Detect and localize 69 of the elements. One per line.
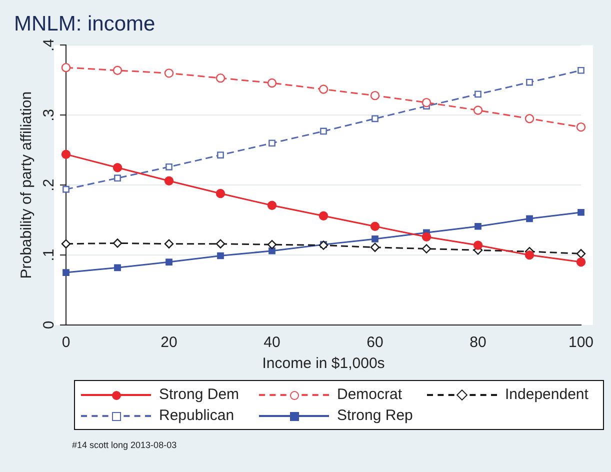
x-tick-label: 100	[568, 334, 594, 352]
point	[61, 62, 71, 72]
point	[576, 249, 586, 258]
y-tick-label: .4	[40, 38, 58, 52]
point	[474, 222, 482, 230]
point	[473, 106, 483, 115]
point	[526, 215, 533, 222]
point	[217, 152, 224, 158]
point	[114, 174, 121, 182]
point	[267, 78, 277, 88]
point	[216, 188, 226, 198]
point	[61, 239, 71, 248]
point	[422, 244, 432, 254]
point	[422, 232, 432, 242]
point	[114, 264, 121, 272]
point	[112, 66, 122, 75]
point	[164, 68, 174, 78]
point	[164, 176, 174, 186]
point	[268, 140, 276, 147]
point	[524, 114, 534, 124]
y-axis-title: Probability of party affiliation	[18, 91, 36, 279]
point	[422, 98, 432, 108]
y-tick-label: .3	[40, 108, 58, 122]
point	[524, 250, 534, 260]
legend-label: Strong Rep	[337, 407, 413, 424]
legend-label: Independent	[505, 386, 588, 403]
x-tick-label: 80	[470, 334, 486, 352]
point	[576, 122, 586, 132]
point	[370, 242, 380, 252]
point	[164, 239, 174, 248]
legend-label: Republican	[159, 407, 234, 424]
point	[578, 66, 584, 74]
point	[62, 269, 70, 276]
point	[320, 128, 327, 135]
x-tick-label: 0	[62, 334, 70, 352]
point	[372, 236, 378, 242]
point	[372, 115, 378, 122]
x-tick-label: 40	[264, 334, 280, 352]
x-tick-label: 60	[366, 334, 384, 352]
point	[576, 257, 586, 267]
point	[166, 258, 172, 266]
text: #14 scott long 2013-08-03	[72, 440, 177, 450]
point	[473, 240, 483, 250]
point	[217, 252, 224, 260]
y-tick-label: .1	[40, 248, 58, 262]
legend-label: Strong Dem	[159, 386, 240, 403]
y-tick-label: 0	[40, 320, 58, 330]
legend-label: Democrat	[337, 386, 402, 403]
point	[216, 239, 226, 248]
point	[112, 163, 122, 172]
point	[267, 240, 277, 250]
point	[318, 84, 328, 94]
x-axis-title: Income in $1,000s	[262, 355, 385, 372]
point	[62, 186, 70, 193]
y-tick-label: .2	[40, 178, 58, 192]
point	[526, 78, 533, 86]
point	[268, 247, 276, 254]
point	[166, 163, 172, 170]
point	[370, 90, 380, 100]
point	[474, 90, 482, 98]
point	[216, 73, 226, 83]
chart-title: MNLM: income	[14, 12, 156, 36]
point	[61, 150, 71, 159]
point	[578, 208, 584, 216]
x-tick-label: 20	[160, 334, 178, 352]
point	[112, 238, 122, 248]
point	[267, 200, 277, 210]
point	[318, 211, 328, 220]
point	[370, 222, 380, 231]
